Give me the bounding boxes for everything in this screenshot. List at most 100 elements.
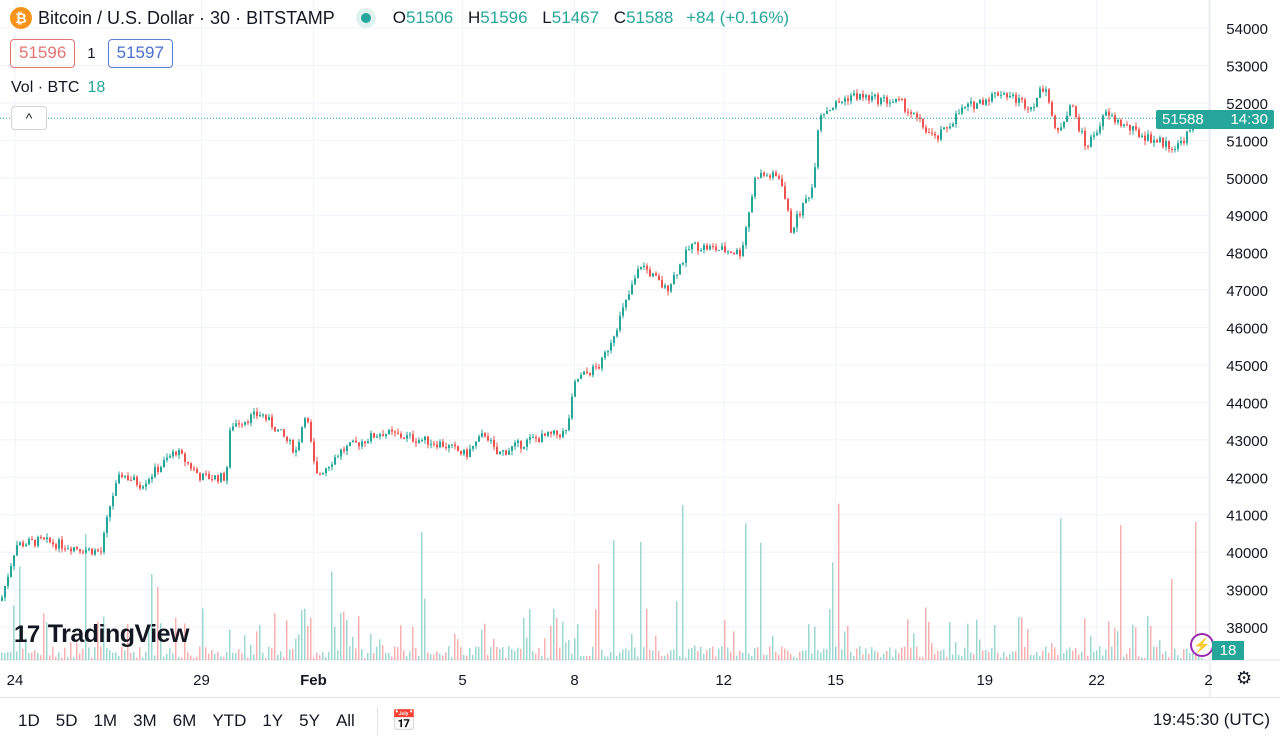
- candle: [1078, 117, 1080, 132]
- volume-bar: [955, 642, 957, 660]
- range-ytd[interactable]: YTD: [212, 710, 247, 730]
- volume-bar: [1174, 648, 1176, 660]
- volume-bar: [415, 648, 417, 660]
- volume-bar: [736, 655, 738, 660]
- volume-legend: Vol · BTC 18: [11, 79, 106, 96]
- volume-bar: [385, 652, 387, 660]
- grid: [0, 0, 1280, 697]
- candle: [223, 472, 225, 481]
- range-1d[interactable]: 1D: [18, 710, 40, 730]
- candle: [28, 538, 30, 545]
- range-6m[interactable]: 6M: [172, 710, 197, 730]
- candle: [976, 103, 978, 109]
- volume-bar: [334, 626, 336, 660]
- candle: [886, 97, 888, 104]
- range-1y[interactable]: 1Y: [262, 710, 284, 730]
- volume-bar: [1024, 646, 1026, 660]
- candle: [361, 441, 363, 447]
- volume-bar: [436, 651, 438, 660]
- volume-bar: [745, 523, 747, 660]
- candle: [880, 98, 882, 104]
- tradingview-logo[interactable]: 17 TradingView: [14, 620, 190, 648]
- buy-button[interactable]: 51597: [107, 39, 173, 68]
- candle: [988, 99, 990, 102]
- candle: [13, 555, 15, 567]
- candle: [388, 429, 390, 435]
- candle: [742, 245, 744, 257]
- candle: [985, 99, 987, 105]
- volume-bar: [1084, 618, 1086, 660]
- settings-icon[interactable]: ⚙: [1236, 668, 1253, 688]
- candle: [661, 279, 663, 288]
- candle: [136, 476, 138, 485]
- volume-bar: [1003, 652, 1005, 660]
- range-3m[interactable]: 3M: [133, 710, 157, 730]
- volume-bar: [163, 656, 165, 660]
- candle: [769, 175, 771, 178]
- candle: [319, 473, 321, 475]
- candle: [631, 284, 633, 295]
- candle: [673, 274, 675, 285]
- candle: [499, 451, 501, 455]
- volume-bar: [910, 647, 912, 660]
- candle: [181, 450, 183, 454]
- candle: [676, 274, 678, 276]
- lightning-icon[interactable]: ⚡: [1190, 633, 1214, 657]
- go-to-date-icon[interactable]: 📅: [391, 710, 417, 732]
- candle: [538, 438, 540, 443]
- volume-bar: [1093, 651, 1095, 660]
- candle: [121, 474, 123, 477]
- volume-bar: [97, 621, 99, 660]
- candle: [91, 548, 93, 555]
- volume-bar: [448, 646, 450, 660]
- volume-bar: [277, 654, 279, 660]
- volume-bar: [283, 656, 285, 660]
- range-5y[interactable]: 5Y: [299, 710, 320, 730]
- candle: [817, 130, 819, 168]
- volume-bar: [514, 650, 516, 660]
- volume-bar: [703, 653, 705, 660]
- volume-bar: [958, 654, 960, 660]
- volume-bar: [802, 650, 804, 660]
- volume-bar: [7, 652, 9, 660]
- candle: [376, 436, 378, 438]
- volume-bar: [304, 608, 306, 660]
- candle: [784, 186, 786, 199]
- candle: [466, 449, 468, 457]
- candle: [997, 92, 999, 96]
- collapse-legend-button[interactable]: ^: [11, 106, 47, 130]
- volume-bar: [904, 646, 906, 660]
- candle: [532, 437, 534, 439]
- price-chart[interactable]: 54000 53000 52000 51000 50000 49000 48000 47000…: [0, 0, 1280, 697]
- price-tick: 46000: [1226, 321, 1268, 338]
- volume-bar: [661, 656, 663, 660]
- volume-bar: [268, 646, 270, 660]
- candle: [454, 444, 456, 447]
- volume-bar: [133, 652, 135, 660]
- range-5d[interactable]: 5D: [55, 710, 78, 730]
- candle: [577, 378, 579, 382]
- candle: [163, 459, 165, 467]
- clock[interactable]: 19:45:30 (UTC): [1152, 710, 1270, 729]
- price-tick: 52000: [1226, 96, 1268, 113]
- range-all[interactable]: All: [335, 710, 355, 730]
- volume-bar: [889, 647, 891, 660]
- volume-bar: [664, 655, 666, 660]
- volume-bar: [367, 652, 369, 660]
- candle: [25, 544, 27, 547]
- market-status-icon[interactable]: [360, 13, 371, 23]
- range-1m[interactable]: 1M: [93, 710, 118, 730]
- volume-bar: [856, 648, 858, 660]
- volume-bar: [604, 656, 606, 660]
- candle: [967, 103, 969, 108]
- candle: [175, 451, 177, 456]
- volume-bar: [250, 644, 252, 660]
- volume-bar: [241, 653, 243, 660]
- volume-bar: [970, 652, 972, 660]
- volume-bar: [991, 648, 993, 660]
- volume-bar: [406, 656, 408, 660]
- volume-bar: [865, 648, 867, 660]
- sell-button[interactable]: 51596: [10, 39, 76, 68]
- volume-bar: [712, 646, 714, 660]
- symbol-title[interactable]: Bitcoin / U.S. Dollar · 30 · BITSTAMP: [38, 7, 335, 28]
